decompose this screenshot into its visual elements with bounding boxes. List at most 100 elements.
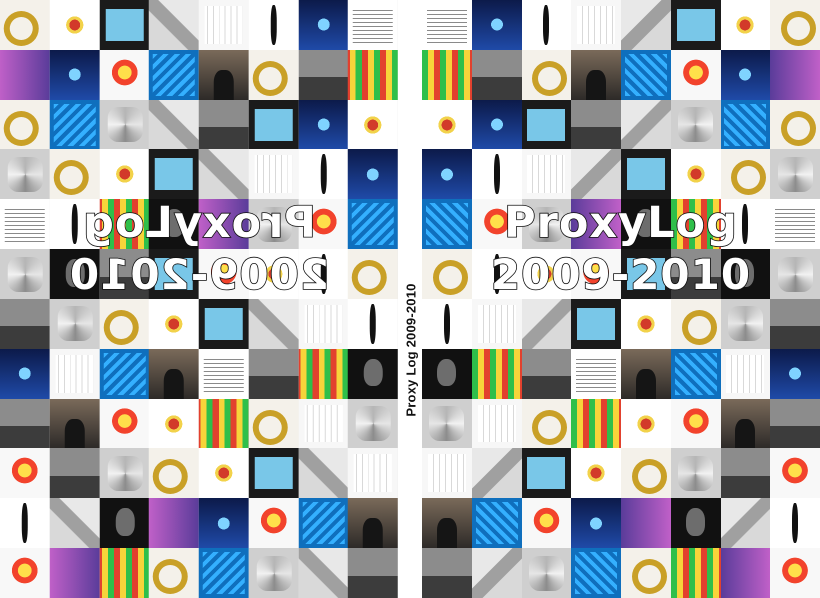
collage-photo-tile bbox=[199, 349, 249, 399]
collage-photo-tile bbox=[249, 399, 299, 449]
collage-photo-tile bbox=[422, 498, 472, 548]
collage-photo-tile bbox=[422, 399, 472, 449]
collage-photo-tile bbox=[671, 498, 721, 548]
collage-photo-tile bbox=[100, 548, 150, 598]
collage-photo-tile bbox=[770, 349, 820, 399]
collage-photo-tile bbox=[348, 299, 398, 349]
collage-photo-tile bbox=[199, 299, 249, 349]
collage-photo-tile bbox=[50, 0, 100, 50]
collage-photo-tile bbox=[199, 149, 249, 199]
collage-photo-tile bbox=[721, 399, 771, 449]
collage-photo-tile bbox=[50, 149, 100, 199]
front-cover-years: 2009-2010 bbox=[422, 250, 820, 299]
collage-photo-tile bbox=[50, 548, 100, 598]
collage-photo-tile bbox=[472, 299, 522, 349]
collage-photo-tile bbox=[571, 149, 621, 199]
collage-photo-tile bbox=[472, 50, 522, 100]
collage-photo-tile bbox=[472, 100, 522, 150]
collage-photo-tile bbox=[0, 50, 50, 100]
front-cover-panel: ProxyLog 2009-2010 bbox=[422, 0, 820, 598]
collage-photo-tile bbox=[770, 0, 820, 50]
collage-photo-tile bbox=[422, 548, 472, 598]
collage-photo-tile bbox=[100, 448, 150, 498]
collage-photo-tile bbox=[149, 149, 199, 199]
collage-photo-tile bbox=[249, 100, 299, 150]
collage-photo-tile bbox=[0, 548, 50, 598]
collage-photo-tile bbox=[100, 0, 150, 50]
collage-photo-tile bbox=[472, 548, 522, 598]
collage-photo-tile bbox=[422, 149, 472, 199]
collage-photo-tile bbox=[522, 50, 572, 100]
collage-photo-tile bbox=[571, 299, 621, 349]
collage-photo-tile bbox=[299, 399, 349, 449]
collage-photo-tile bbox=[522, 548, 572, 598]
collage-photo-tile bbox=[522, 498, 572, 548]
collage-photo-tile bbox=[299, 498, 349, 548]
collage-photo-tile bbox=[0, 0, 50, 50]
collage-photo-tile bbox=[522, 448, 572, 498]
collage-photo-tile bbox=[621, 299, 671, 349]
collage-photo-tile bbox=[621, 498, 671, 548]
collage-photo-tile bbox=[149, 0, 199, 50]
collage-photo-tile bbox=[348, 149, 398, 199]
collage-photo-tile bbox=[249, 548, 299, 598]
collage-photo-tile bbox=[199, 548, 249, 598]
collage-photo-tile bbox=[472, 498, 522, 548]
collage-photo-tile bbox=[621, 149, 671, 199]
collage-photo-tile bbox=[149, 349, 199, 399]
collage-photo-tile bbox=[770, 299, 820, 349]
collage-photo-tile bbox=[348, 548, 398, 598]
front-cover-title: ProxyLog bbox=[422, 198, 820, 248]
collage-photo-tile bbox=[671, 448, 721, 498]
collage-photo-tile bbox=[199, 0, 249, 50]
collage-photo-tile bbox=[571, 399, 621, 449]
collage-photo-tile bbox=[770, 399, 820, 449]
collage-photo-tile bbox=[100, 349, 150, 399]
collage-photo-tile bbox=[149, 498, 199, 548]
collage-photo-tile bbox=[671, 50, 721, 100]
spine-title: Proxy Log 2009-2010 bbox=[404, 283, 419, 416]
collage-photo-tile bbox=[299, 448, 349, 498]
collage-photo-tile bbox=[299, 0, 349, 50]
collage-photo-tile bbox=[348, 448, 398, 498]
collage-photo-tile bbox=[671, 349, 721, 399]
collage-photo-tile bbox=[671, 299, 721, 349]
collage-photo-tile bbox=[149, 100, 199, 150]
collage-photo-tile bbox=[472, 149, 522, 199]
photo-collage-front bbox=[422, 0, 820, 598]
collage-photo-tile bbox=[671, 0, 721, 50]
collage-photo-tile bbox=[522, 0, 572, 50]
collage-photo-tile bbox=[50, 399, 100, 449]
collage-photo-tile bbox=[721, 50, 771, 100]
collage-photo-tile bbox=[249, 50, 299, 100]
collage-photo-tile bbox=[199, 100, 249, 150]
collage-photo-tile bbox=[0, 399, 50, 449]
collage-photo-tile bbox=[348, 399, 398, 449]
collage-photo-tile bbox=[721, 448, 771, 498]
collage-photo-tile bbox=[721, 299, 771, 349]
collage-photo-tile bbox=[100, 149, 150, 199]
collage-photo-tile bbox=[299, 349, 349, 399]
collage-photo-tile bbox=[50, 50, 100, 100]
collage-photo-tile bbox=[571, 0, 621, 50]
collage-photo-tile bbox=[50, 349, 100, 399]
back-cover-panel: ProxyLog 2009-2010 bbox=[0, 0, 398, 598]
collage-photo-tile bbox=[299, 149, 349, 199]
collage-photo-tile bbox=[621, 100, 671, 150]
collage-photo-tile bbox=[571, 448, 621, 498]
collage-photo-tile bbox=[422, 100, 472, 150]
collage-photo-tile bbox=[249, 349, 299, 399]
collage-photo-tile bbox=[348, 498, 398, 548]
collage-photo-tile bbox=[100, 299, 150, 349]
collage-photo-tile bbox=[249, 149, 299, 199]
collage-photo-tile bbox=[671, 149, 721, 199]
collage-photo-tile bbox=[422, 0, 472, 50]
collage-photo-tile bbox=[199, 50, 249, 100]
collage-photo-tile bbox=[721, 0, 771, 50]
collage-photo-tile bbox=[721, 100, 771, 150]
collage-photo-tile bbox=[522, 100, 572, 150]
collage-photo-tile bbox=[721, 149, 771, 199]
collage-photo-tile bbox=[571, 50, 621, 100]
collage-photo-tile bbox=[472, 0, 522, 50]
